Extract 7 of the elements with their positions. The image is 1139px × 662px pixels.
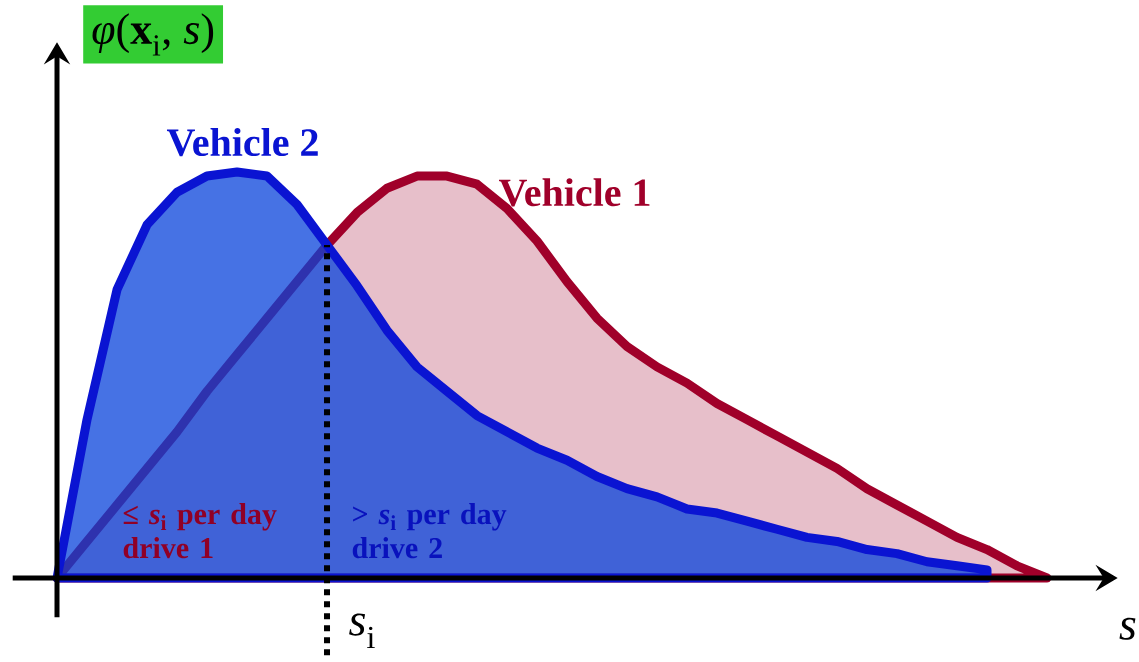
text: s [1119, 617, 1136, 640]
text: φ(x$_{i}$, s) [92, 13, 214, 56]
series-label: Vehicle 2 [166, 127, 318, 157]
text: s$_{i}$ [349, 613, 375, 648]
annotation: > s$_{i}$ per day drive 2 [352, 503, 507, 559]
annotation: ≤ s$_{i}$ per day drive 1 [123, 503, 277, 559]
series-label: Vehicle 1 [499, 178, 650, 207]
